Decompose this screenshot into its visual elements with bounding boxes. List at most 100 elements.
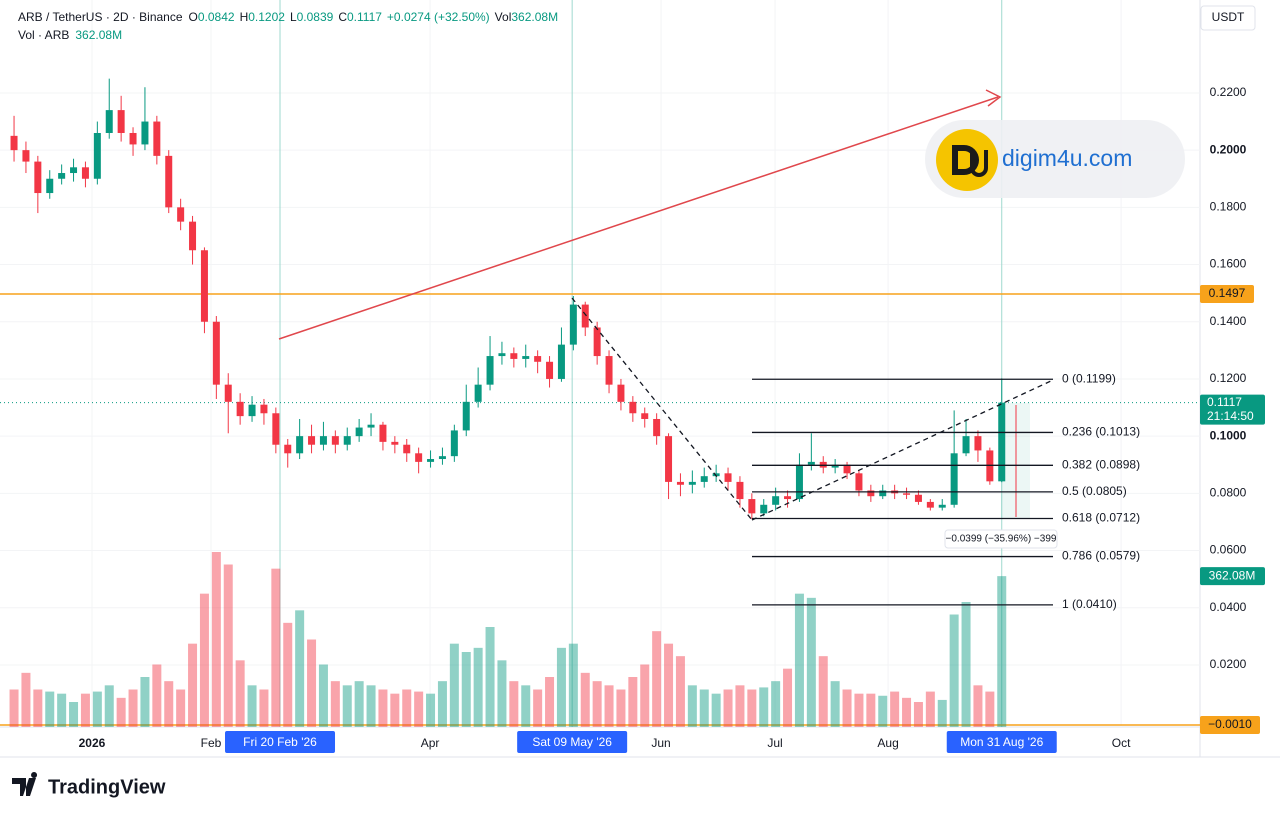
volume-bar [259,689,269,727]
x-tick-label: Jul [767,736,782,750]
ohlc-value: 0.0839 [297,10,334,24]
candle-body [795,464,803,500]
candle-body [403,444,411,454]
candle-body [938,504,946,508]
volume-bar [80,693,90,727]
y-tick-label: 0.1000 [1210,428,1247,442]
volume-bar [747,689,757,727]
ohlc-key: C [338,10,347,24]
candle-body [81,167,89,179]
candle-body [10,135,18,151]
volume-bar [223,564,233,727]
x-tick-label: Oct [1112,736,1131,750]
candle-body [593,327,601,357]
date-tag [517,731,628,753]
candle-body [926,501,934,508]
volume-bar [9,689,19,727]
volume-bar [985,691,995,727]
candle-body [522,356,530,359]
volume-tag [1200,567,1265,586]
footer-logo [12,772,38,796]
volume-bar [69,702,79,727]
candle-body [415,453,423,462]
candle-body [629,401,637,414]
volume-bar [152,664,162,727]
x-tick-label: Aug [877,736,898,750]
volume-bar [616,689,626,727]
date-tag-label: Fri 20 Feb '26 [243,735,317,749]
volume-bar [57,693,67,727]
last-price-tag [1200,394,1265,425]
volume-bar [318,664,328,727]
volume-bar [437,681,447,727]
y-tick-label: 0.0400 [1210,600,1247,614]
volume-bar [830,681,840,727]
volume-bar [890,691,900,727]
x-tick-label: 2026 [79,736,106,750]
volume-bar [176,689,186,727]
measure-label: −0.0399 (−35.96%) −399 [946,534,1057,545]
header-legend: ARB / TetherUS · 2D · Binance O0.0842 H0.1… [18,10,558,24]
dashed-trend [571,297,753,521]
candle-body [760,504,768,514]
candle-body [653,418,661,437]
y-tick-label: 0.1400 [1210,314,1247,328]
fib-label: 0.236 (0.1013) [1062,425,1140,439]
volume-bar [902,697,912,727]
date-tag [225,731,336,753]
volume-bar [592,681,602,727]
y-tick-label: 0.0800 [1210,486,1247,500]
candle-body [141,121,149,145]
volume-bar [104,685,114,727]
candle-body [510,353,518,359]
volume-bar [307,639,317,727]
date-tag-label: Mon 31 Aug '26 [960,735,1043,749]
zero-tag-label: −0.0010 [1208,717,1252,731]
volume-bar [783,668,793,727]
candle-body [189,221,197,251]
volume-bar [711,693,721,727]
symbol: ARB / TetherUS · 2D · Binance [18,10,183,24]
vol-value: 362.08M [511,10,558,24]
x-tick-label: Apr [421,736,440,750]
candle-body [772,496,780,505]
candle-body [391,441,399,445]
candle-body [355,427,363,437]
volume-bar [402,689,412,727]
last-price-label: 0.1117 [1207,395,1242,409]
volume-bar [925,691,935,727]
candle-body [427,459,435,462]
y-tick-label: 0.0200 [1210,657,1247,671]
candle-body [22,150,30,162]
volume-bar [199,593,209,727]
candle-body [248,404,256,417]
ohlc-key: H [240,10,249,24]
volume-bar [295,610,305,727]
candle-body [93,132,101,179]
candle-body [546,361,554,379]
candle-body [641,413,649,419]
candle-body [950,453,958,505]
candle-body [700,476,708,482]
candle-body [212,321,220,385]
candle-body [343,436,351,445]
volume-bar [473,647,483,727]
candle-body [367,424,375,428]
candle-body [557,344,565,379]
candle-body [867,490,875,497]
volume-bar [545,677,555,727]
candle-body [153,121,161,156]
volume-bar [949,614,959,727]
candle-body [200,250,208,322]
candle-body [331,436,339,445]
candle-body [486,356,494,385]
candle-body [308,436,316,445]
volume-bar [414,691,424,727]
volume-bar [937,699,947,727]
candle-body [617,384,625,402]
currency-box [1200,5,1256,31]
volume-bar [354,681,364,727]
candle-body [177,207,185,222]
volume-bar [878,695,888,727]
